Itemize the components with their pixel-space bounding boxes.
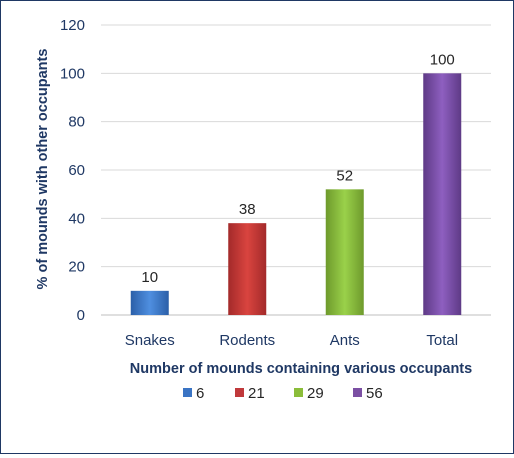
legend-swatch	[294, 388, 303, 397]
legend: 6 21 29 56	[183, 385, 383, 402]
data-label: 38	[239, 201, 256, 218]
legend-swatch	[235, 388, 244, 397]
y-tick-label: 80	[68, 114, 85, 131]
x-axis-title: Number of mounds containing various occu…	[130, 361, 472, 377]
y-tick-labels: 0 20 40 60 80 100 120	[60, 17, 85, 324]
y-tick-label: 0	[77, 307, 85, 324]
legend-item: 6	[183, 385, 204, 402]
data-label: 10	[141, 269, 158, 286]
data-label: 52	[336, 167, 353, 184]
bar-snakes	[130, 290, 169, 315]
legend-swatch	[183, 388, 192, 397]
y-tick-label: 40	[68, 210, 85, 227]
legend-label: 29	[307, 385, 324, 402]
bars	[130, 73, 462, 315]
bar-rodents	[228, 223, 267, 315]
gridlines	[101, 24, 491, 316]
legend-item: 21	[235, 385, 265, 402]
x-tick-label: Rodents	[219, 332, 275, 349]
legend-item: 29	[294, 385, 324, 402]
x-tick-label: Total	[426, 332, 458, 349]
x-tick-labels: Snakes Rodents Ants Total	[125, 332, 458, 349]
y-tick-label: 60	[68, 162, 85, 179]
y-tick-label: 120	[60, 17, 85, 34]
data-label: 100	[430, 51, 455, 68]
data-labels: 10 38 52 100	[141, 51, 454, 286]
y-tick-label: 20	[68, 259, 85, 276]
legend-item: 56	[353, 385, 383, 402]
bar-ants	[325, 189, 364, 315]
legend-label: 6	[196, 385, 204, 402]
legend-swatch	[353, 388, 362, 397]
legend-label: 21	[248, 385, 265, 402]
y-tick-label: 100	[60, 65, 85, 82]
bar-total	[423, 73, 462, 315]
legend-label: 56	[366, 385, 383, 402]
y-axis-title: % of mounds with other occupants	[35, 49, 51, 290]
x-tick-label: Snakes	[125, 332, 175, 349]
x-tick-label: Ants	[330, 332, 360, 349]
